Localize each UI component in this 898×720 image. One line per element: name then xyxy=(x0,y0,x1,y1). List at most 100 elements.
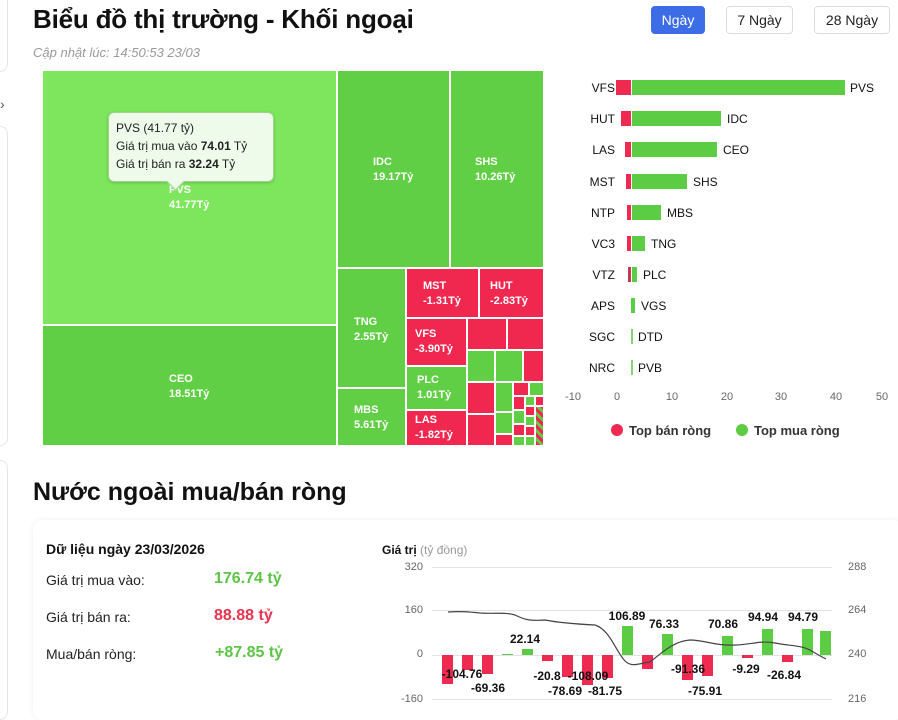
sell-code: MST xyxy=(589,175,615,189)
tile-small[interactable] xyxy=(513,396,525,410)
bar-row[interactable]: APS VGS xyxy=(555,298,898,314)
net-bar[interactable] xyxy=(562,655,573,677)
x-tick: 50 xyxy=(875,391,889,403)
legend-sell[interactable]: Top bán ròng xyxy=(611,423,711,438)
bar-row[interactable]: LAS CEO xyxy=(555,142,898,158)
bar-row[interactable]: NRC PVB xyxy=(555,360,898,376)
gridline xyxy=(432,655,832,656)
tile-plc[interactable]: PLC 1.01Tỷ xyxy=(406,366,467,410)
tile-mst[interactable]: MST -1.31Tỷ xyxy=(406,268,479,318)
bar-label: -78.69 xyxy=(547,684,583,698)
tile-vfs[interactable]: VFS -3.90Tỷ xyxy=(406,318,467,366)
tile-small[interactable] xyxy=(513,436,525,446)
summary-date-title: Dữ liệu ngày 23/03/2026 xyxy=(46,541,205,557)
range-7day-button[interactable]: 7 Ngày xyxy=(726,6,793,34)
bar-label: 76.33 xyxy=(648,617,680,631)
net-value: +87.85 tỷ xyxy=(215,644,284,661)
tile-shs[interactable]: SHS 10.26Tỷ xyxy=(450,70,544,268)
bar-row[interactable]: MST SHS xyxy=(555,174,898,190)
tile-idc[interactable]: IDC 19.17Tỷ xyxy=(337,70,450,268)
sell-bar xyxy=(625,142,631,157)
treemap-chart: PVS 41.77Tỷ CEO 18.51Tỷ IDC 19.17Tỷ SHS … xyxy=(42,70,544,446)
buy-bar xyxy=(632,236,645,251)
net-bar[interactable] xyxy=(442,655,453,684)
tile-small[interactable] xyxy=(529,382,544,396)
bar-row[interactable]: NTP MBS xyxy=(555,205,898,221)
bar-row[interactable]: SGC DTD xyxy=(555,329,898,345)
page-title: Biểu đồ thị trường - Khối ngoại xyxy=(33,4,414,34)
net-bar[interactable] xyxy=(782,655,793,662)
tile-las[interactable]: LAS -1.82Tỷ xyxy=(406,410,467,446)
range-day-button[interactable]: Ngày xyxy=(651,6,705,34)
tile-small[interactable] xyxy=(535,396,544,406)
bar-row[interactable]: VFS PVS xyxy=(555,80,898,96)
tile-small[interactable] xyxy=(467,318,507,350)
net-bar[interactable] xyxy=(802,629,813,655)
tile-small[interactable] xyxy=(495,434,513,446)
tile-hut[interactable]: HUT -2.83Tỷ xyxy=(479,268,544,318)
net-bar[interactable] xyxy=(582,655,593,685)
tile-small[interactable] xyxy=(495,412,513,434)
tile-small[interactable] xyxy=(513,382,529,396)
buy-bar xyxy=(632,142,717,157)
y-right-tick: 240 xyxy=(848,648,867,660)
tile-small[interactable] xyxy=(495,350,523,382)
tile-value: 19.17Tỷ xyxy=(373,171,414,183)
legend-buy[interactable]: Top mua ròng xyxy=(736,423,840,438)
tile-code: MST xyxy=(423,280,447,292)
tile-value: 10.26Tỷ xyxy=(475,171,516,183)
tile-small[interactable] xyxy=(523,350,544,382)
net-bar[interactable] xyxy=(820,631,831,655)
tile-small[interactable] xyxy=(525,396,535,406)
net-bar[interactable] xyxy=(482,655,493,674)
net-bar[interactable] xyxy=(602,655,613,678)
tile-small[interactable] xyxy=(495,382,513,412)
chevron-right-icon[interactable]: › xyxy=(0,96,5,112)
buy-code: IDC xyxy=(727,112,748,126)
tile-small[interactable] xyxy=(467,414,495,446)
tile-ceo[interactable]: CEO 18.51Tỷ xyxy=(42,325,337,446)
buy-bar xyxy=(632,80,845,95)
legend-dot-icon xyxy=(736,424,748,436)
net-bar[interactable] xyxy=(522,649,533,655)
net-bar[interactable] xyxy=(542,655,553,661)
net-bar[interactable] xyxy=(622,626,633,655)
y-right-tick: 288 xyxy=(848,561,867,573)
buy-bar xyxy=(632,267,637,282)
tile-small[interactable] xyxy=(467,382,495,414)
buy-code: PVS xyxy=(850,81,875,95)
y-tick: 160 xyxy=(404,604,423,616)
bar-label: -9.29 xyxy=(732,662,760,676)
tile-small[interactable] xyxy=(525,406,535,416)
net-bar[interactable] xyxy=(702,655,713,676)
bar-row[interactable]: HUT IDC xyxy=(555,111,898,127)
sell-bar xyxy=(626,174,631,189)
top-net-bar-chart: VFS PVS HUT IDC LAS CEO MST SHS NTP MBS … xyxy=(555,70,898,450)
net-bar[interactable] xyxy=(742,655,753,658)
tile-small[interactable] xyxy=(525,426,535,436)
bar-row[interactable]: VTZ PLC xyxy=(555,267,898,283)
tile-small[interactable] xyxy=(525,416,535,426)
tile-value: 18.51Tỷ xyxy=(169,388,210,400)
bar-row[interactable]: VC3 TNG xyxy=(555,236,898,252)
tile-small[interactable] xyxy=(467,350,495,382)
sell-code: VFS xyxy=(591,81,615,95)
y-tick: 0 xyxy=(416,648,423,660)
tile-tng[interactable]: TNG 2.55Tỷ xyxy=(337,268,406,388)
treemap-tooltip: PVS (41.77 tỷ) Giá trị mua vào 74.01 Tỷ … xyxy=(108,112,274,182)
sell-bar xyxy=(621,111,631,126)
tile-small[interactable] xyxy=(507,318,544,350)
net-bar[interactable] xyxy=(502,654,513,655)
net-bar[interactable] xyxy=(662,634,673,655)
tile-small[interactable] xyxy=(513,424,525,436)
net-bar[interactable] xyxy=(462,655,473,670)
buy-value: 176.74 tỷ xyxy=(214,570,282,587)
range-28day-button[interactable]: 28 Ngày xyxy=(814,6,890,34)
tile-small[interactable] xyxy=(525,436,535,446)
net-bar[interactable] xyxy=(682,655,693,680)
tile-value: -3.90Tỷ xyxy=(415,343,453,355)
tile-small[interactable] xyxy=(513,410,525,424)
tile-small[interactable] xyxy=(535,406,544,446)
tile-mbs[interactable]: MBS 5.61Tỷ xyxy=(337,388,406,446)
x-tick: 30 xyxy=(774,391,788,403)
